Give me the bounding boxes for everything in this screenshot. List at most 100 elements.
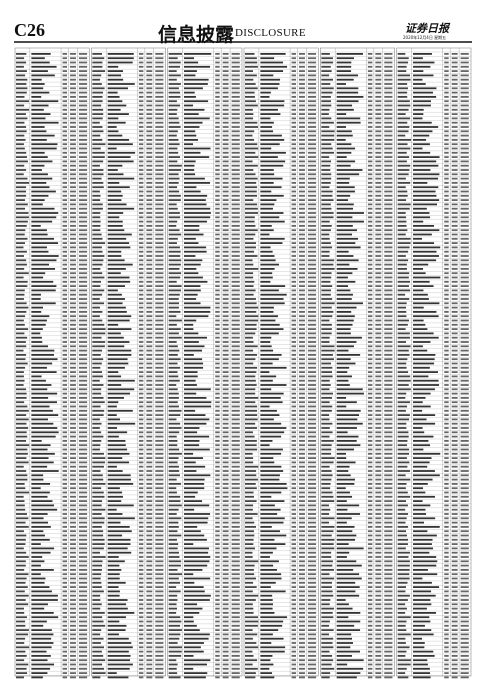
cell-text <box>168 513 177 515</box>
cell-text <box>231 379 240 382</box>
cell-text <box>78 126 88 128</box>
cell-text <box>146 272 153 275</box>
cell-text <box>107 465 117 468</box>
cell-text <box>146 289 153 292</box>
cell-text <box>375 113 382 115</box>
cell-text <box>231 147 240 150</box>
cell-text <box>444 323 449 326</box>
cell-text <box>146 285 153 287</box>
cell-text <box>367 220 373 223</box>
cell-text <box>375 104 382 107</box>
cell-text <box>413 96 437 98</box>
cell-text <box>231 311 240 313</box>
cell-text <box>70 577 76 580</box>
cell-text <box>384 594 393 597</box>
cell-text <box>307 538 317 541</box>
cell-text <box>375 599 382 601</box>
cell-text <box>299 96 305 98</box>
cell-text <box>321 358 334 361</box>
cell-text <box>78 607 88 610</box>
cell-text <box>231 504 240 507</box>
cell-text <box>451 289 458 292</box>
cell-text <box>321 401 330 404</box>
cell-text <box>444 268 449 270</box>
cell-text <box>451 263 458 266</box>
cell-text <box>291 457 297 459</box>
cell-text <box>307 143 317 146</box>
cell-text <box>168 633 181 636</box>
cell-text <box>16 134 25 137</box>
cell-text <box>384 134 393 137</box>
cell-text <box>413 229 440 232</box>
cell-text <box>397 319 409 322</box>
cell-text <box>375 121 382 124</box>
cell-text <box>215 130 220 133</box>
cell-text <box>146 500 153 502</box>
cell-text <box>155 470 164 472</box>
cell-text <box>460 74 469 77</box>
cell-text <box>222 349 229 352</box>
cell-text <box>70 483 76 485</box>
cell-text <box>222 646 229 649</box>
cell-text <box>307 448 317 451</box>
cell-text <box>307 164 317 167</box>
cell-text <box>62 366 68 369</box>
cell-text <box>155 577 164 580</box>
cell-text <box>367 474 373 477</box>
cell-text <box>62 487 68 490</box>
cell-text <box>336 96 364 98</box>
cell-text <box>397 358 408 361</box>
cell-text <box>307 194 317 197</box>
cell-text <box>184 315 209 318</box>
cell-text <box>245 311 257 313</box>
cell-text <box>70 91 76 94</box>
cell-text <box>245 405 258 408</box>
cell-text <box>138 173 144 176</box>
cell-text <box>62 624 68 627</box>
cell-text <box>451 212 458 214</box>
cell-text <box>384 564 393 567</box>
cell-text <box>336 315 355 318</box>
cell-text <box>168 397 179 399</box>
cell-text <box>299 569 305 571</box>
cell-text <box>260 108 278 111</box>
cell-text <box>107 362 129 365</box>
cell-text <box>307 508 317 511</box>
cell-text <box>138 414 144 416</box>
cell-text <box>291 186 297 189</box>
cell-text <box>413 392 431 395</box>
cell-text <box>245 543 254 545</box>
cell-text <box>336 556 347 558</box>
cell-text <box>375 268 382 270</box>
cell-text <box>336 306 357 309</box>
cell-text <box>138 108 144 111</box>
cell-text <box>444 100 449 103</box>
cell-text <box>70 448 76 451</box>
cell-text <box>70 242 76 244</box>
cell-text <box>384 422 393 425</box>
cell-text <box>31 268 56 270</box>
cell-text <box>138 667 144 670</box>
cell-text <box>70 345 76 348</box>
cell-text <box>222 543 229 545</box>
cell-text <box>336 405 347 408</box>
cell-text <box>231 61 240 64</box>
cell-text <box>451 349 458 352</box>
cell-text <box>336 194 351 197</box>
cell-text <box>444 139 449 141</box>
cell-text <box>375 362 382 365</box>
cell-text <box>222 375 229 378</box>
cell-text <box>336 207 354 210</box>
cell-text <box>78 461 88 464</box>
cell-text <box>231 435 240 438</box>
cell-text <box>138 495 144 498</box>
cell-text <box>413 448 424 451</box>
cell-text <box>184 633 210 636</box>
cell-text <box>397 237 411 240</box>
cell-text <box>245 212 258 214</box>
cell-text <box>138 603 144 606</box>
cell-text <box>367 612 373 614</box>
cell-text <box>451 354 458 356</box>
cell-text <box>155 500 164 502</box>
cell-text <box>336 302 363 305</box>
